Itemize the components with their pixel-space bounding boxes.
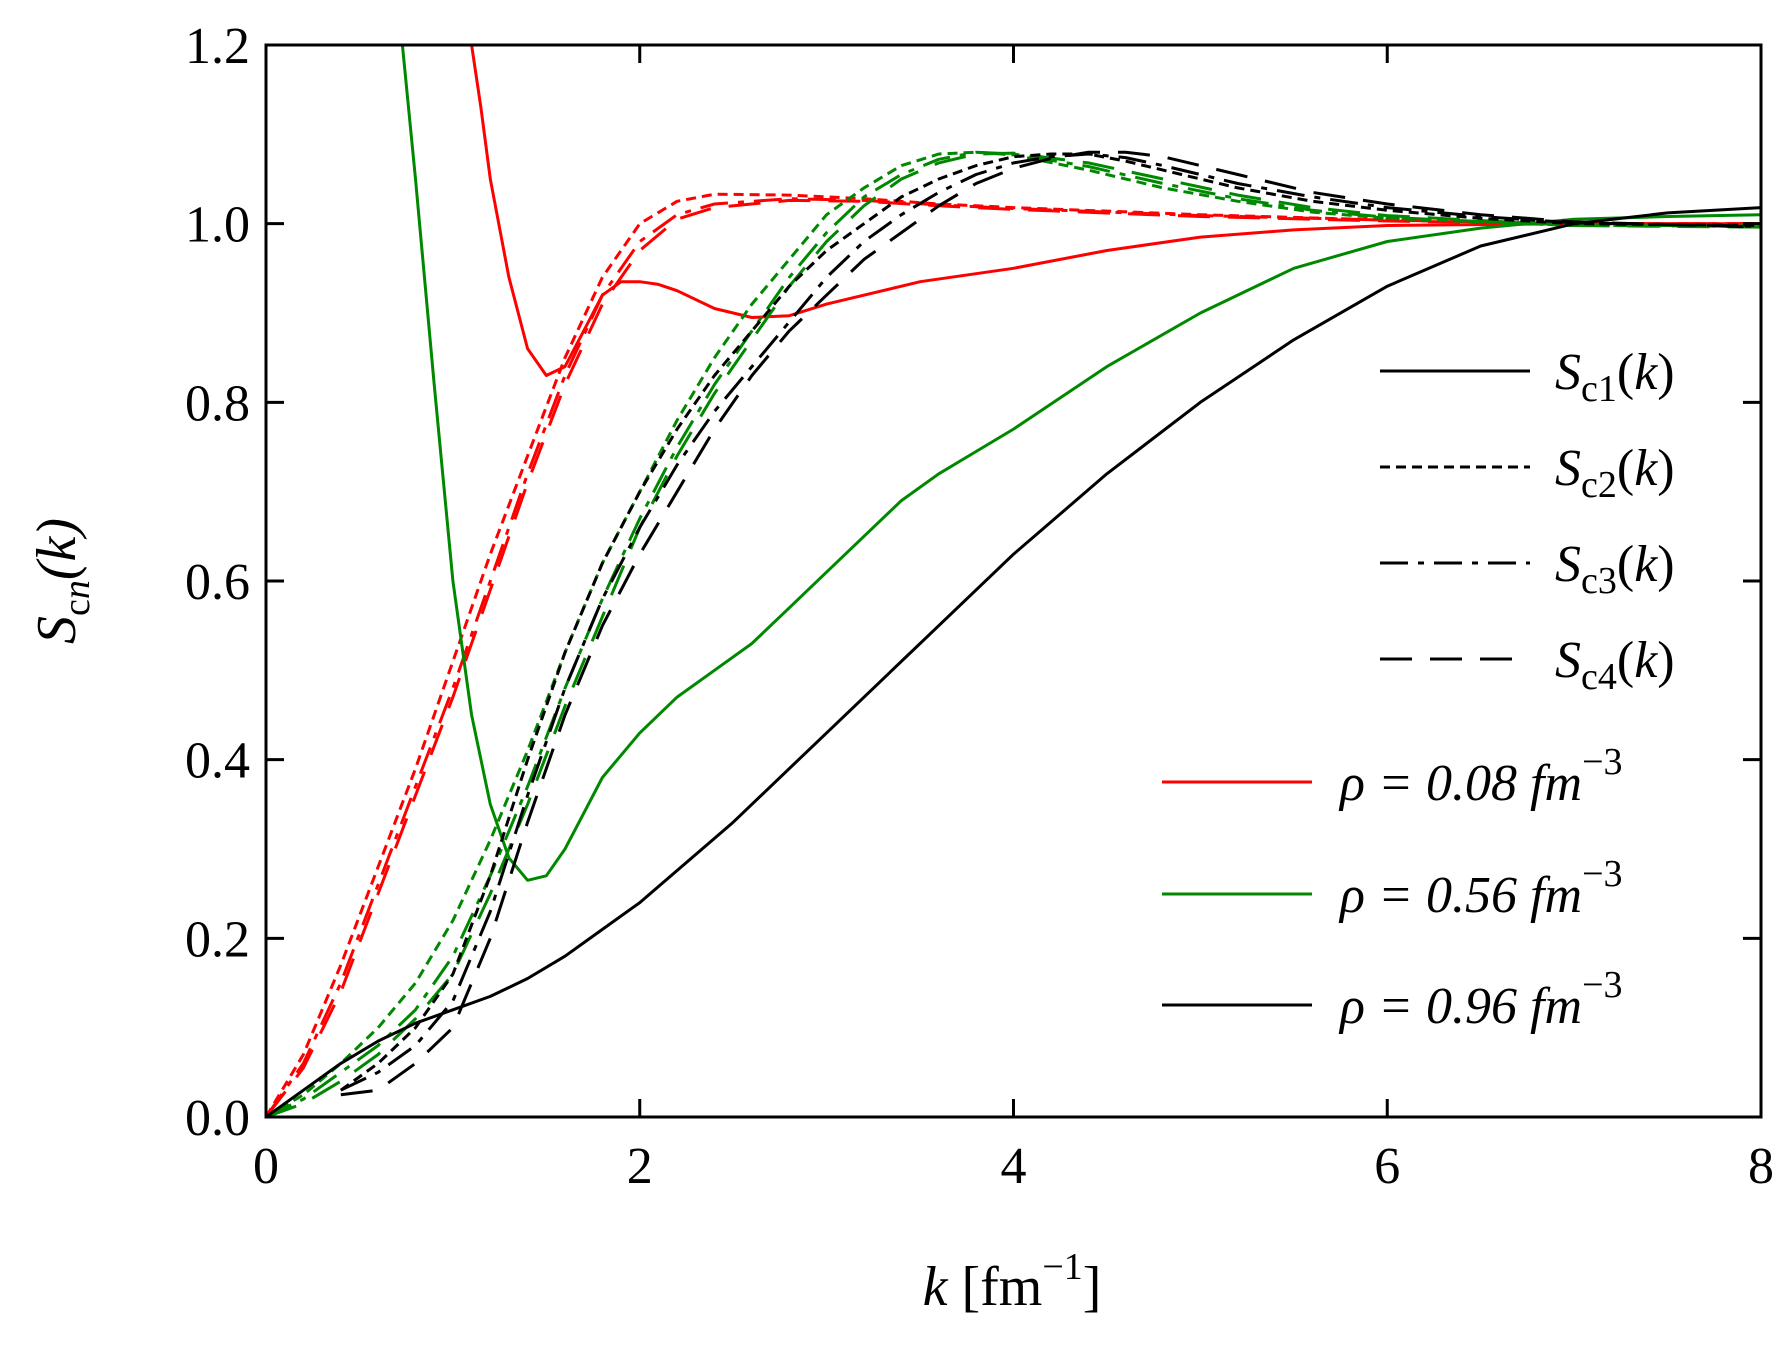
x-axis-label: k [fm−1] [923,1246,1102,1318]
legend-label-sc3: Sc3(k) [1555,536,1675,602]
series-line-8 [266,206,1761,1117]
tick-layer: 0 2 4 6 8 0.0 0.2 0.4 0.6 0.8 1.0 1.2 [185,18,1774,1195]
y-tick-label: 0.6 [185,554,250,611]
legend-label-sc2: Sc2(k) [1555,440,1675,506]
series-line-3 [266,198,1761,1117]
series-line-6 [266,150,1761,1117]
x-tick-label: 2 [627,1138,653,1195]
series-line-4 [400,45,1761,882]
y-tick-label: 0.8 [185,375,250,432]
series-line-9 [339,152,1761,1092]
legend-label-sc4: Sc4(k) [1555,632,1675,698]
series-line-10 [340,152,1761,1092]
series-line-11 [340,150,1761,1097]
x-tick-label: 6 [1374,1138,1400,1195]
y-tick-label: 0.2 [185,911,250,968]
legend-label-rho-096: ρ = 0.96 fm−3 [1338,964,1623,1035]
series-line-7 [266,151,1761,1117]
y-axis-label: Scn(k) [26,518,98,644]
y-tick-label: 0.4 [185,733,250,790]
legend-label-sc1: Sc1(k) [1555,344,1675,410]
series-layer [266,45,1761,1117]
legend-label-rho-008: ρ = 0.08 fm−3 [1338,741,1623,812]
y-tick-label: 1.2 [185,18,250,75]
x-tick-label: 4 [1001,1138,1027,1195]
series-line-5 [266,150,1761,1117]
series-line-0 [470,45,1761,377]
legend: Sc1(k) Sc2(k) Sc3(k) Sc4(k) ρ = 0.08 fm−… [1162,344,1675,1035]
x-tick-label: 0 [253,1138,279,1195]
legend-label-rho-056: ρ = 0.56 fm−3 [1338,853,1623,924]
x-tick-label: 8 [1748,1138,1774,1195]
y-tick-label: 1.0 [185,197,250,254]
y-tick-label: 0.0 [185,1090,250,1147]
